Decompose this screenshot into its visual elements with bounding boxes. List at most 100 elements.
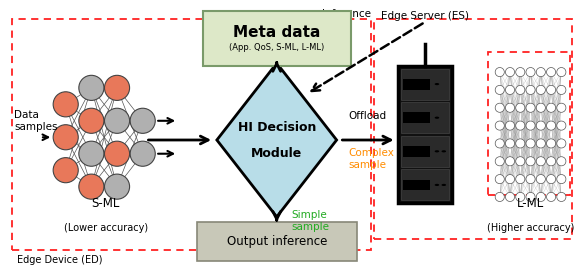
Ellipse shape (505, 174, 514, 184)
Ellipse shape (505, 103, 514, 112)
Ellipse shape (105, 75, 130, 101)
Ellipse shape (516, 174, 525, 184)
Ellipse shape (516, 192, 525, 202)
Bar (488, 52, 570, 195)
Ellipse shape (536, 103, 545, 112)
FancyBboxPatch shape (401, 136, 449, 167)
Ellipse shape (495, 103, 505, 112)
Circle shape (435, 150, 439, 152)
Ellipse shape (495, 67, 505, 77)
Ellipse shape (79, 108, 104, 133)
FancyBboxPatch shape (401, 102, 449, 133)
Ellipse shape (557, 157, 566, 166)
Ellipse shape (536, 85, 545, 94)
Ellipse shape (546, 103, 556, 112)
Ellipse shape (79, 75, 104, 101)
Text: L-ML: L-ML (517, 197, 544, 210)
FancyBboxPatch shape (403, 180, 430, 190)
Ellipse shape (557, 139, 566, 148)
Ellipse shape (505, 157, 514, 166)
Ellipse shape (79, 174, 104, 199)
Text: (Lower accuracy): (Lower accuracy) (63, 223, 148, 233)
Ellipse shape (516, 121, 525, 130)
Text: Offload: Offload (348, 111, 386, 121)
Ellipse shape (505, 139, 514, 148)
Ellipse shape (526, 121, 535, 130)
Ellipse shape (557, 85, 566, 94)
FancyBboxPatch shape (403, 113, 430, 123)
Ellipse shape (536, 192, 545, 202)
Ellipse shape (526, 174, 535, 184)
Circle shape (442, 184, 446, 186)
Ellipse shape (557, 67, 566, 77)
Ellipse shape (495, 85, 505, 94)
Ellipse shape (79, 141, 104, 166)
FancyBboxPatch shape (403, 79, 430, 90)
Circle shape (435, 83, 439, 85)
Text: Module: Module (251, 147, 303, 160)
Bar (12, 19, 371, 250)
Ellipse shape (516, 103, 525, 112)
Text: S-ML: S-ML (91, 197, 120, 210)
Ellipse shape (557, 192, 566, 202)
FancyBboxPatch shape (203, 11, 351, 66)
FancyBboxPatch shape (401, 69, 449, 99)
Ellipse shape (546, 67, 556, 77)
Circle shape (435, 184, 439, 186)
Ellipse shape (516, 157, 525, 166)
Text: Edge Device (ED): Edge Device (ED) (17, 255, 103, 265)
Ellipse shape (526, 139, 535, 148)
Text: Output inference: Output inference (226, 235, 327, 248)
FancyBboxPatch shape (403, 146, 430, 157)
Ellipse shape (536, 157, 545, 166)
Ellipse shape (526, 103, 535, 112)
Ellipse shape (546, 139, 556, 148)
Text: Meta data: Meta data (233, 25, 321, 40)
Ellipse shape (536, 67, 545, 77)
Ellipse shape (130, 108, 155, 133)
Ellipse shape (557, 103, 566, 112)
Ellipse shape (130, 141, 155, 166)
Text: (Higher accuracy): (Higher accuracy) (487, 223, 574, 233)
Text: Edge Server (ES): Edge Server (ES) (381, 11, 469, 21)
Ellipse shape (557, 174, 566, 184)
Ellipse shape (526, 192, 535, 202)
FancyBboxPatch shape (401, 169, 449, 200)
Text: Simple
sample: Simple sample (291, 210, 329, 232)
Ellipse shape (53, 92, 78, 117)
FancyBboxPatch shape (197, 222, 357, 261)
Ellipse shape (105, 174, 130, 199)
Ellipse shape (495, 174, 505, 184)
Ellipse shape (536, 174, 545, 184)
Circle shape (442, 150, 446, 152)
Ellipse shape (495, 192, 505, 202)
Ellipse shape (536, 121, 545, 130)
Ellipse shape (505, 192, 514, 202)
Ellipse shape (546, 157, 556, 166)
Polygon shape (217, 63, 336, 217)
Ellipse shape (105, 141, 130, 166)
Ellipse shape (53, 125, 78, 150)
Ellipse shape (516, 139, 525, 148)
Ellipse shape (526, 67, 535, 77)
Ellipse shape (546, 121, 556, 130)
Ellipse shape (536, 139, 545, 148)
Text: Data
samples: Data samples (15, 110, 58, 132)
Text: HI Decision: HI Decision (237, 121, 316, 134)
Circle shape (435, 116, 439, 119)
Ellipse shape (546, 192, 556, 202)
Ellipse shape (495, 157, 505, 166)
Ellipse shape (505, 85, 514, 94)
Ellipse shape (526, 157, 535, 166)
Ellipse shape (53, 158, 78, 183)
Bar (374, 19, 572, 239)
Ellipse shape (505, 67, 514, 77)
Ellipse shape (546, 174, 556, 184)
Ellipse shape (495, 139, 505, 148)
Ellipse shape (516, 85, 525, 94)
FancyBboxPatch shape (398, 66, 452, 203)
Text: Complex
sample: Complex sample (348, 148, 394, 170)
Ellipse shape (495, 121, 505, 130)
Ellipse shape (546, 85, 556, 94)
Ellipse shape (557, 121, 566, 130)
